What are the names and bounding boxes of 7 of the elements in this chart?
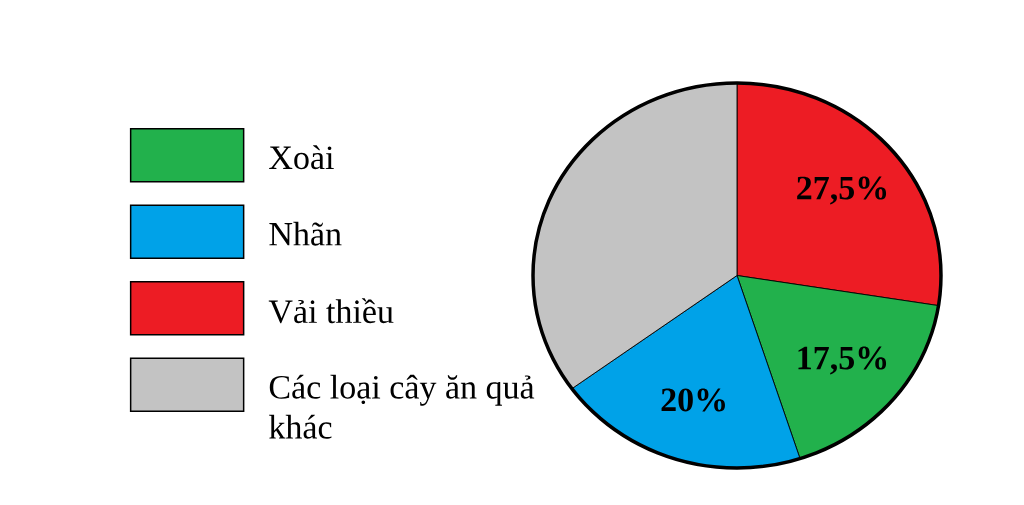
data-label: 17,5% <box>798 346 887 375</box>
legend-label: Vải thiều <box>268 298 394 324</box>
data-label: 27,5% <box>797 176 887 205</box>
legend-label: Nhãn <box>269 221 342 246</box>
data-label: 20% <box>661 388 725 412</box>
legend-label: Các loại cây ăn quả khác <box>269 374 535 439</box>
legend-label: Xoài <box>269 145 334 170</box>
